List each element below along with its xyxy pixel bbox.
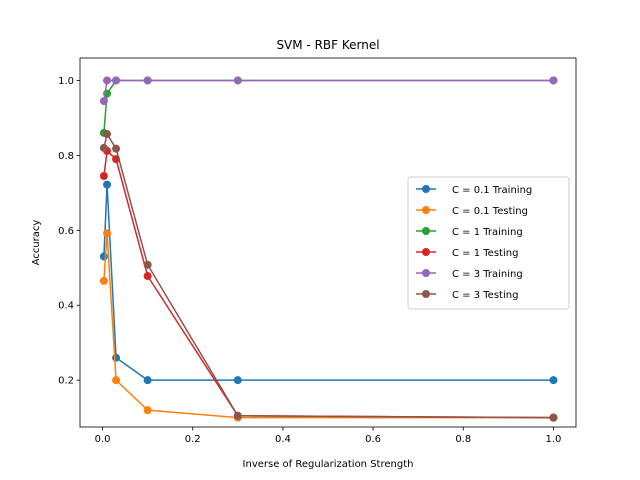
legend-box [407, 176, 570, 310]
y-tick-label: 1.0 [58, 76, 74, 87]
series-line [103, 232, 554, 419]
data-point [549, 376, 558, 385]
x-tick-label: 0.6 [365, 434, 381, 445]
data-point [143, 260, 152, 269]
y-axis-label: Accuracy [31, 220, 42, 266]
plot-marks [99, 76, 558, 422]
data-point [103, 76, 112, 85]
data-point [549, 76, 558, 85]
data-point [99, 276, 108, 285]
x-tick-label: 0.4 [275, 434, 291, 445]
x-axis-label: Inverse of Regularization Strength [243, 459, 414, 470]
data-point [103, 180, 112, 189]
data-point [103, 130, 112, 139]
legend-swatch-marker [422, 269, 430, 277]
data-point [549, 413, 558, 422]
y-tick-label: 0.4 [58, 301, 74, 312]
data-point [233, 76, 242, 85]
legend: C = 0.1 Training C = 0.1 Testing C = 1 Tra… [407, 176, 570, 310]
data-point [112, 353, 121, 362]
x-tick-label: 0.8 [455, 434, 471, 445]
data-point [99, 143, 108, 152]
data-point [112, 144, 121, 153]
legend-swatch-marker [422, 185, 430, 193]
data-point [233, 411, 242, 420]
y-tick-label: 0.6 [58, 226, 74, 237]
data-point [143, 76, 152, 85]
data-point [103, 229, 112, 238]
chart-title: SVM - RBF Kernel [276, 38, 379, 52]
data-point [112, 76, 121, 85]
legend-label: C = 1 Testing [452, 248, 518, 259]
legend-label: C = 1 Training [452, 227, 523, 238]
series-line [103, 183, 554, 381]
legend-label: C = 3 Testing [452, 290, 518, 301]
legend-swatch-marker [422, 248, 430, 256]
legend-swatch-marker [422, 290, 430, 298]
y-tick-label: 0.8 [58, 151, 74, 162]
data-point [233, 376, 242, 385]
legend-label: C = 0.1 Training [452, 185, 532, 196]
x-tick-label: 0.2 [185, 434, 201, 445]
legend-swatch-marker [422, 227, 430, 235]
axes: 0.0 0.2 0.4 0.6 0.8 1.0 0.2 0.4 0.6 0.8 1.0 [58, 57, 577, 445]
data-point [99, 97, 108, 106]
y-tick-label: 0.2 [58, 376, 74, 387]
data-point [112, 376, 121, 385]
legend-label: C = 3 Training [452, 269, 523, 280]
data-point [99, 252, 108, 261]
data-point [143, 272, 152, 281]
x-tick-label: 0.0 [95, 434, 111, 445]
legend-label: C = 0.1 Testing [452, 206, 528, 217]
data-point [99, 172, 108, 181]
data-point [143, 376, 152, 385]
legend-swatch-marker [422, 206, 430, 214]
plot-frame [79, 57, 577, 428]
x-tick-label: 1.0 [546, 434, 562, 445]
data-point [143, 406, 152, 415]
